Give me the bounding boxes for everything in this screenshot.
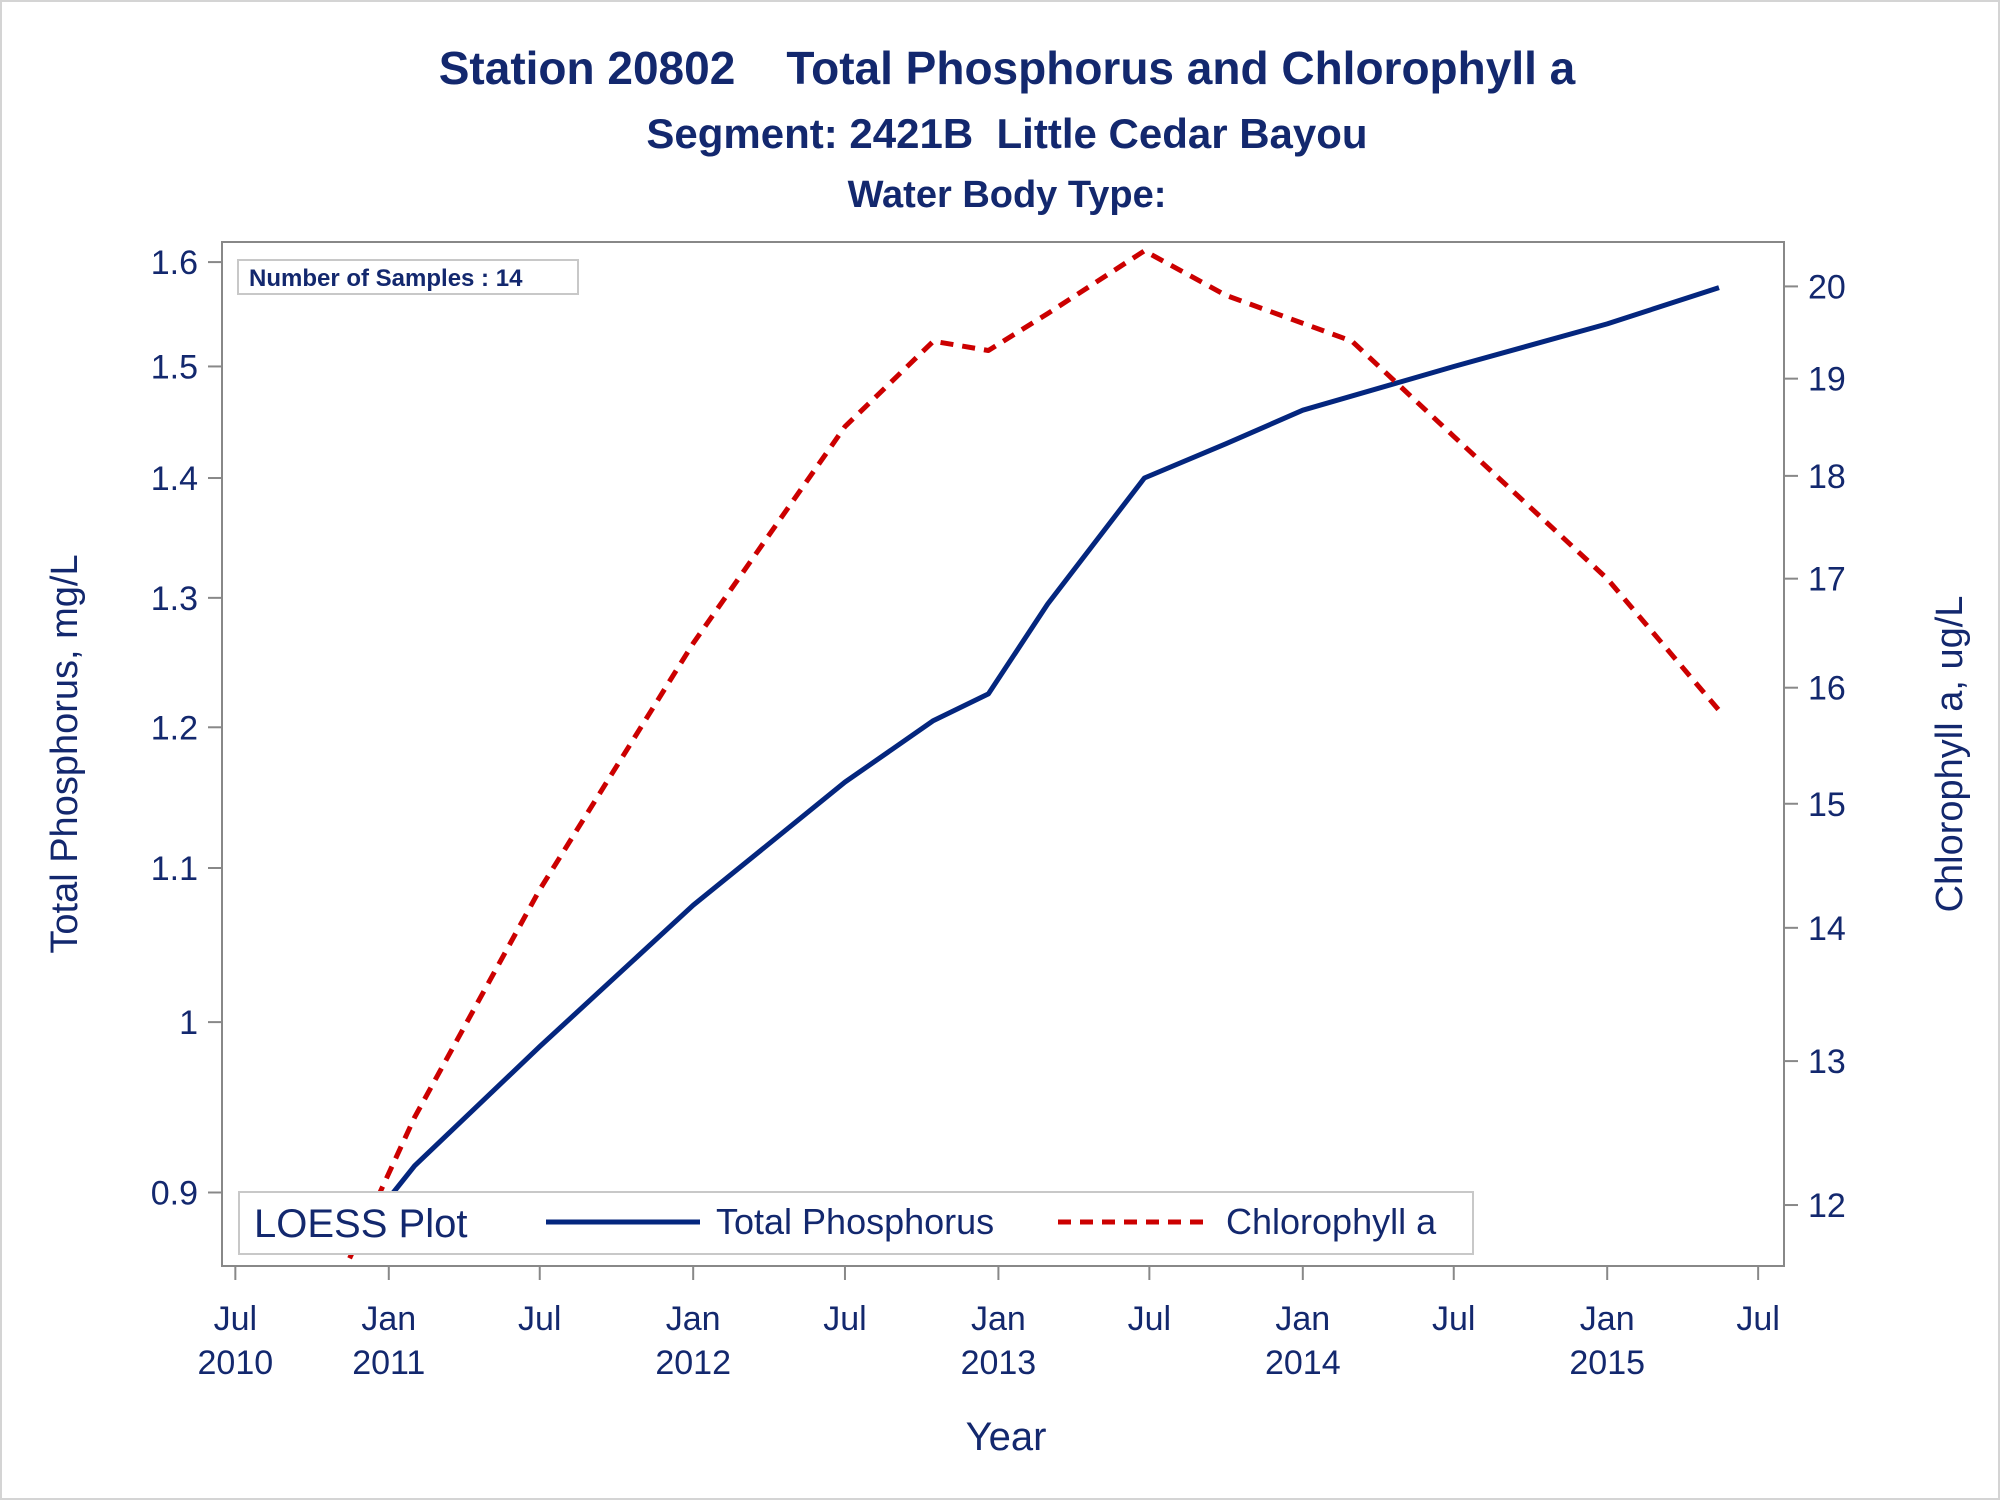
x-tick-label-year: 2014 [1265, 1344, 1341, 1382]
x-tick-label-month: Jan [361, 1300, 416, 1338]
y-left-tick-label: 1.4 [151, 460, 198, 498]
chart-subtitle: Segment: 2421B Little Cedar Bayou [646, 110, 1367, 157]
x-tick-label-year: 2013 [961, 1344, 1037, 1382]
y-left-tick-label: 1 [179, 1004, 198, 1042]
x-axis-label: Year [966, 1415, 1047, 1459]
y-right-tick-label: 14 [1808, 910, 1846, 948]
legend-entry-total-phosphorus: Total Phosphorus [716, 1201, 994, 1242]
annotation-box [237, 259, 579, 295]
x-tick-label-month: Jul [823, 1300, 866, 1338]
x-tick-label-month: Jan [1580, 1300, 1635, 1338]
y-left-tick-label: 1.3 [151, 580, 198, 618]
series-layer [347, 248, 1721, 1260]
y-axis-right-label: Chlorophyll a, ug/L [1929, 596, 1971, 913]
series-line-chlorophyll-a [347, 248, 1721, 1260]
x-tick-label-month: Jul [1736, 1300, 1779, 1338]
chart-subtitle-2: Water Body Type: [848, 174, 1167, 216]
y-left-tick-label: 0.9 [151, 1174, 198, 1212]
y-right-tick-label: 16 [1808, 670, 1846, 708]
y-right-tick-label: 18 [1808, 458, 1846, 496]
y-left-tick-label: 1.5 [151, 348, 198, 386]
series-line-total-phosphorus [347, 285, 1720, 1249]
x-tick-label-month: Jan [666, 1300, 721, 1338]
right-axis: 12 13 14 15 16 17 18 19 20 [1784, 268, 1846, 1225]
y-right-tick-label: 20 [1808, 268, 1846, 306]
x-tick-label-year: 2011 [352, 1344, 425, 1382]
x-tick-label-year: 2010 [198, 1344, 274, 1382]
x-tick-label-year: 2012 [655, 1344, 731, 1382]
y-left-tick-label: 1.2 [151, 709, 198, 747]
y-axis-left-label: Total Phosphorus, mg/L [44, 554, 86, 953]
bottom-axis: Jul 2010 Jan 2011 Jul Jan 2012 Jul Jan 2013 Jul Jan… [198, 1266, 1780, 1382]
plot-area [221, 241, 1785, 1267]
x-tick-label-month: Jul [1432, 1300, 1475, 1338]
y-left-tick-label: 1.6 [151, 244, 198, 282]
chart-title: Station 20802 Total Phosphorus and Chlor… [439, 42, 1576, 94]
y-right-tick-label: 17 [1808, 561, 1846, 599]
x-tick-label-month: Jul [214, 1300, 257, 1338]
x-tick-label-year: 2015 [1569, 1344, 1645, 1382]
y-left-tick-label: 1.1 [151, 850, 198, 888]
y-right-tick-label: 15 [1808, 786, 1846, 824]
sample-count-annotation: Number of Samples : 14 [249, 265, 523, 292]
x-tick-label-month: Jul [1128, 1300, 1171, 1338]
x-tick-label-month: Jan [1275, 1300, 1330, 1338]
y-right-tick-label: 19 [1808, 361, 1846, 399]
y-right-tick-label: 12 [1808, 1187, 1846, 1225]
legend: LOESS Plot Total Phosphorus Chlorophyll … [238, 1191, 1474, 1255]
legend-box [238, 1191, 1474, 1255]
x-tick-label-month: Jul [518, 1300, 561, 1338]
x-tick-label-month: Jan [971, 1300, 1026, 1338]
left-axis: 0.9 1 1.1 1.2 1.3 1.4 1.5 1.6 [151, 244, 222, 1212]
legend-title: LOESS Plot [254, 1202, 467, 1246]
y-right-tick-label: 13 [1808, 1043, 1846, 1081]
legend-entry-chlorophyll-a: Chlorophyll a [1226, 1201, 1437, 1242]
